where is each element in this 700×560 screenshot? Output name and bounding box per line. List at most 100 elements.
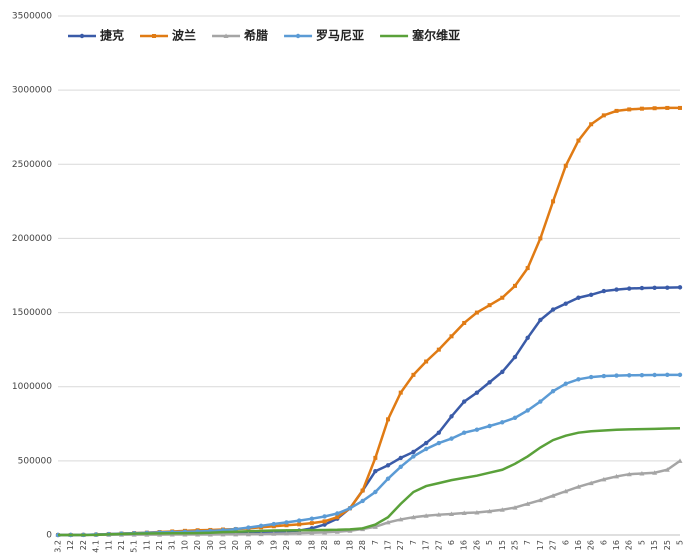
point [525, 266, 530, 271]
point [449, 436, 454, 441]
point [372, 524, 378, 529]
point [487, 380, 492, 385]
point [449, 511, 455, 516]
x-tick-label: 12 [66, 540, 75, 550]
point [576, 295, 581, 300]
x-tick-label: 9 [257, 540, 266, 545]
y-tick-label: 1000000 [12, 382, 52, 392]
point [436, 430, 442, 435]
point [525, 335, 530, 340]
point [297, 522, 302, 527]
x-tick-label: 26 [472, 540, 481, 550]
legend-marker [295, 33, 301, 39]
x-tick-label: 16 [574, 540, 583, 550]
point [512, 505, 518, 510]
point [538, 317, 543, 323]
point [677, 458, 683, 463]
point [271, 531, 277, 536]
point [373, 489, 378, 495]
x-tick-label: 17 [384, 540, 393, 550]
point [373, 469, 378, 474]
point [284, 520, 289, 525]
point [334, 529, 340, 534]
point [309, 516, 315, 521]
point [652, 372, 657, 378]
point [436, 347, 441, 352]
x-tick-label: 26 [625, 540, 634, 550]
series-line [57, 373, 680, 537]
point [462, 320, 467, 325]
y-tick-label: 0 [46, 531, 52, 541]
point [423, 446, 429, 452]
x-tick-label: 16 [612, 540, 621, 550]
y-tick-label: 500000 [18, 456, 53, 466]
x-tick-label: 18 [307, 540, 316, 550]
x-tick-label: 28 [320, 540, 329, 550]
point [525, 501, 531, 506]
point [512, 283, 517, 288]
x-tick-label: 7 [523, 540, 532, 545]
legend-label: 波兰 [172, 28, 196, 43]
point [563, 163, 568, 168]
y-tick-label: 3500000 [12, 12, 52, 22]
point [652, 106, 657, 111]
x-tick-label: 11 [104, 540, 113, 550]
point [398, 516, 404, 522]
x-tick-label: 8 [295, 540, 304, 545]
point [233, 531, 239, 537]
y-tick-label: 2000000 [12, 234, 52, 244]
x-tick-label: 20 [231, 540, 240, 550]
point [436, 512, 442, 517]
point [335, 511, 340, 516]
point [614, 373, 619, 378]
point [207, 531, 213, 537]
point [220, 531, 226, 537]
x-tick-label: 17 [536, 540, 545, 550]
point [601, 476, 607, 482]
x-tick-label: 20 [193, 540, 202, 550]
point [627, 373, 632, 378]
legend-label: 塞尔维亚 [412, 28, 460, 43]
x-tick-label: 22 [79, 540, 88, 550]
point [500, 420, 505, 425]
point [588, 480, 594, 486]
point [512, 415, 518, 421]
point [246, 525, 251, 530]
x-tick-label: 28 [358, 540, 367, 550]
point [474, 427, 480, 432]
point [423, 440, 429, 446]
point [398, 390, 403, 395]
point [563, 381, 568, 386]
legend-marker [223, 33, 229, 38]
x-tick-label: 29 [282, 540, 291, 550]
legend-marker [152, 34, 157, 38]
point [551, 199, 556, 204]
point [614, 473, 620, 479]
point [652, 470, 658, 475]
point [614, 108, 619, 113]
point [677, 372, 683, 378]
point [487, 508, 493, 514]
point [550, 388, 556, 394]
point [398, 455, 403, 461]
point [436, 440, 442, 446]
point [398, 464, 403, 469]
point [589, 122, 594, 127]
point [309, 530, 315, 535]
series-line [58, 426, 681, 537]
point [652, 285, 657, 291]
point [347, 506, 353, 511]
x-tick-label: 30 [206, 540, 215, 550]
point [500, 295, 505, 300]
point [678, 105, 682, 110]
x-tick-label: 6 [599, 540, 608, 545]
point [614, 287, 619, 292]
x-tick-label: 30 [244, 540, 253, 550]
x-tick-label: 21 [155, 540, 164, 550]
point [424, 359, 429, 364]
point [461, 510, 467, 516]
point [563, 301, 568, 306]
x-tick-label: 5 [676, 540, 685, 545]
point [411, 449, 416, 455]
